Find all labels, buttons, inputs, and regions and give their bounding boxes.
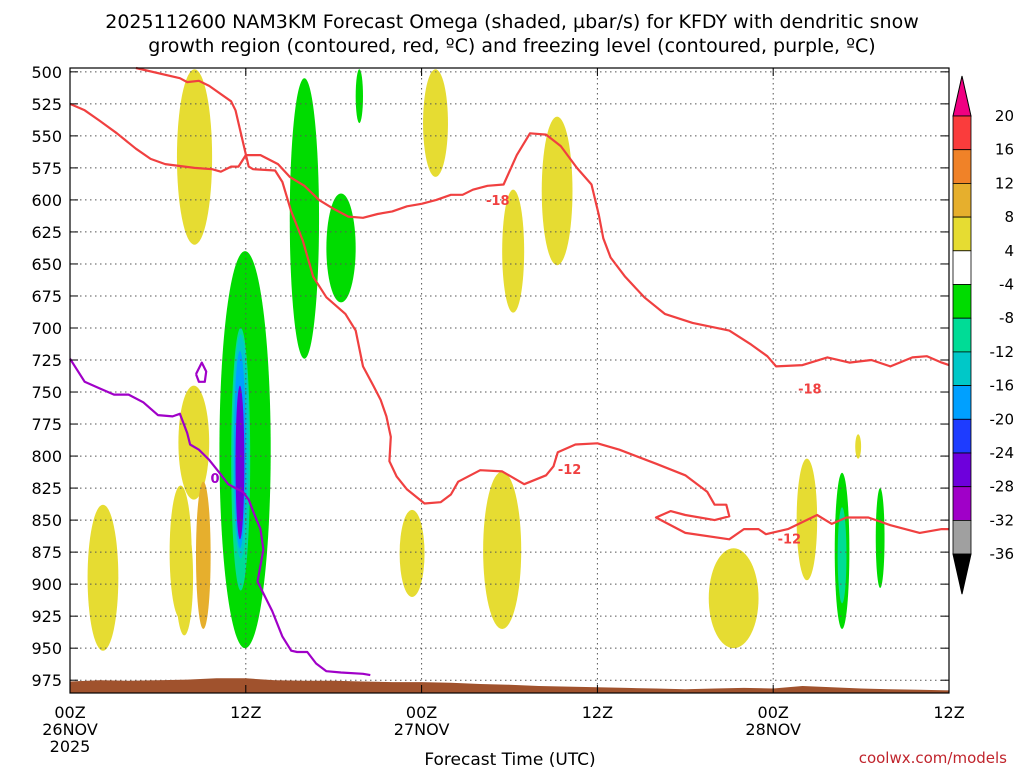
y-tick-label-16: 900 bbox=[31, 575, 62, 594]
y-tick-label-3: 575 bbox=[31, 159, 62, 178]
omega-area-17 bbox=[483, 471, 522, 629]
x-tick-label-2-1: 27NOV bbox=[394, 720, 450, 739]
omega-area-1 bbox=[178, 385, 210, 500]
y-tick-label-9: 725 bbox=[31, 351, 62, 370]
contour-label-4: 0 bbox=[211, 472, 220, 487]
contour-line-2 bbox=[69, 358, 371, 677]
chart-title-line2: growth region (contoured, red, ºC) and f… bbox=[148, 35, 875, 57]
x-tick-label-4-0: 00Z bbox=[758, 703, 789, 722]
x-tick-label-2-0: 00Z bbox=[406, 703, 437, 722]
omega-area-0 bbox=[176, 69, 213, 245]
colorbar-label-10: 8 bbox=[1004, 208, 1014, 226]
colorbar-segment-7 bbox=[952, 317, 972, 353]
y-tick-label-14: 850 bbox=[31, 511, 62, 530]
colorbar-label-12: 16 bbox=[995, 141, 1014, 159]
contour-label-0: -18 bbox=[486, 194, 510, 209]
colorbar-label-2: -28 bbox=[990, 478, 1015, 496]
colorbar-label-5: -16 bbox=[990, 377, 1015, 395]
y-tick-label-1: 525 bbox=[31, 95, 62, 114]
colorbar-segment-3 bbox=[952, 452, 972, 488]
colorbar-label-6: -12 bbox=[990, 343, 1015, 361]
contour-label-3: -12 bbox=[778, 532, 802, 547]
x-tick-label-4-1: 28NOV bbox=[745, 720, 801, 739]
terrain-layer bbox=[70, 678, 949, 693]
chart-title-line1: 2025112600 NAM3KM Forecast Omega (shaded… bbox=[105, 11, 918, 33]
y-tick-label-0: 500 bbox=[31, 63, 62, 82]
x-tick-label-0-0: 00Z bbox=[54, 703, 85, 722]
omega-area-3 bbox=[175, 518, 194, 636]
omega-area-21 bbox=[855, 434, 862, 459]
omega-area-11 bbox=[289, 78, 320, 359]
colorbar-bottom-arrow bbox=[952, 553, 972, 595]
y-tick-label-12: 800 bbox=[31, 447, 62, 466]
colorbar-segment-11 bbox=[952, 182, 972, 218]
x-tick-label-0-1: 26NOV bbox=[42, 720, 98, 739]
y-tick-label-15: 875 bbox=[31, 543, 62, 562]
omega-area-19 bbox=[708, 548, 759, 649]
contour-label-2: -12 bbox=[558, 463, 582, 478]
colorbar-segment-2 bbox=[952, 486, 972, 521]
y-tick-label-19: 975 bbox=[31, 671, 62, 690]
credit-text: coolwx.com/models bbox=[859, 749, 1007, 767]
colorbar-segment-10 bbox=[952, 216, 972, 252]
colorbar-label-4: -20 bbox=[990, 410, 1015, 428]
colorbar-segment-13 bbox=[952, 115, 972, 151]
omega-area-18 bbox=[399, 509, 425, 597]
y-tick-label-6: 650 bbox=[31, 255, 62, 274]
contour-line-0 bbox=[135, 66, 949, 541]
colorbar-label-8: -4 bbox=[999, 276, 1014, 294]
contour-label-1: -18 bbox=[798, 382, 822, 397]
y-tick-label-5: 625 bbox=[31, 223, 62, 242]
colorbar-segment-1 bbox=[952, 520, 972, 555]
omega-area-16 bbox=[541, 116, 573, 266]
contour-line-1 bbox=[69, 102, 950, 368]
y-tick-label-17: 925 bbox=[31, 607, 62, 626]
omega-area-23 bbox=[837, 507, 847, 604]
omega-area-15 bbox=[502, 189, 525, 313]
omega-area-4 bbox=[87, 504, 119, 651]
x-tick-label-1-0: 12Z bbox=[230, 703, 261, 722]
contour-lines-layer: -18 -18 -12 -12 0 bbox=[69, 66, 950, 677]
x-tick-label-5-0: 12Z bbox=[933, 703, 964, 722]
omega-area-14 bbox=[423, 69, 448, 177]
x-tick-label-0-2: 2025 bbox=[50, 737, 91, 756]
colorbar-segment-6 bbox=[952, 351, 972, 386]
colorbar-label-11: 12 bbox=[995, 174, 1014, 192]
y-tick-label-8: 700 bbox=[31, 319, 62, 338]
omega-area-5 bbox=[195, 481, 211, 629]
omega-area-13 bbox=[355, 69, 363, 124]
x-axis-title: Forecast Time (UTC) bbox=[424, 750, 595, 768]
colorbar: -36 -32 -28 -24 -20 -16 -12 -8 -4 4 8 12 16 20 bbox=[952, 75, 1015, 595]
y-tick-label-7: 675 bbox=[31, 287, 62, 306]
colorbar-label-7: -8 bbox=[999, 309, 1014, 327]
contour-line-3 bbox=[194, 361, 208, 383]
colorbar-label-9: 4 bbox=[1004, 242, 1014, 260]
colorbar-top-arrow bbox=[952, 75, 972, 117]
colorbar-label-0: -36 bbox=[990, 545, 1015, 563]
colorbar-label-13: 20 bbox=[995, 107, 1014, 125]
omega-area-12 bbox=[326, 193, 356, 303]
grid-lines bbox=[70, 68, 949, 693]
y-tick-label-18: 950 bbox=[31, 639, 62, 658]
y-tick-label-11: 775 bbox=[31, 415, 62, 434]
colorbar-segment-8 bbox=[952, 284, 972, 319]
y-tick-label-2: 550 bbox=[31, 127, 62, 146]
x-tick-label-3-0: 12Z bbox=[582, 703, 613, 722]
colorbar-segment-9 bbox=[952, 250, 972, 285]
terrain-fill bbox=[70, 678, 949, 693]
y-tick-label-13: 825 bbox=[31, 479, 62, 498]
colorbar-label-3: -24 bbox=[990, 444, 1015, 462]
plot-frame bbox=[69, 67, 950, 694]
omega-area-10 bbox=[235, 385, 245, 540]
colorbar-segment-5 bbox=[952, 385, 972, 420]
omega-area-24 bbox=[875, 488, 885, 588]
colorbar-label-1: -32 bbox=[990, 511, 1015, 529]
y-tick-label-10: 750 bbox=[31, 383, 62, 402]
colorbar-segment-12 bbox=[952, 149, 972, 184]
colorbar-segment-4 bbox=[952, 418, 972, 454]
y-axis: 500 525 550 575 600 625 650 675 700 725 750 775 800 8… bbox=[31, 63, 949, 690]
y-tick-label-4: 600 bbox=[31, 191, 62, 210]
